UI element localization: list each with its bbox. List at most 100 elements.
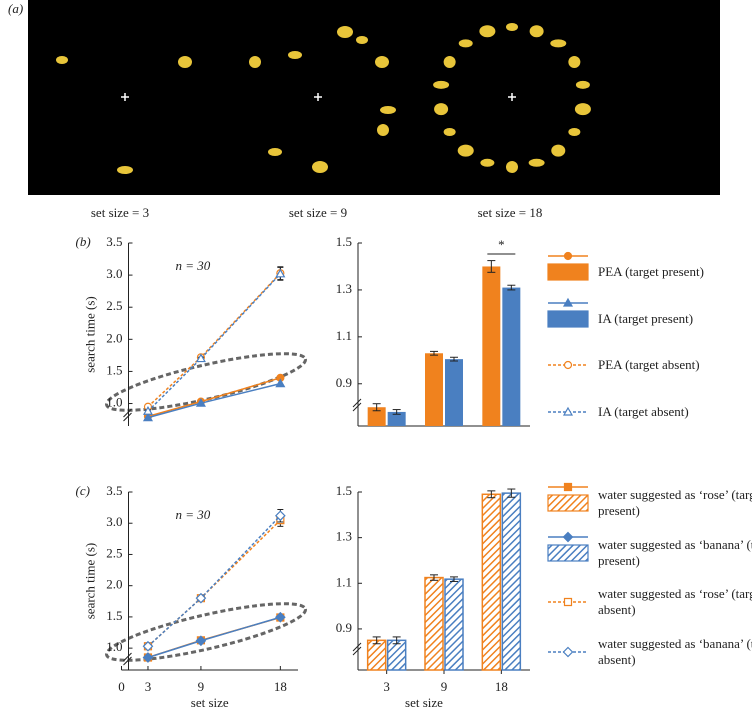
series bbox=[142, 508, 286, 652]
axis-break bbox=[123, 656, 132, 666]
object-icon bbox=[480, 158, 495, 167]
legend-icon bbox=[547, 482, 589, 512]
legend-label: IA (target absent) bbox=[598, 404, 689, 419]
y-tick-label: 1.1 bbox=[336, 328, 352, 343]
marker bbox=[142, 412, 154, 422]
bar bbox=[386, 639, 407, 671]
marker bbox=[562, 406, 574, 416]
object-icon bbox=[337, 26, 353, 38]
y-tick-label: 3.5 bbox=[106, 234, 122, 249]
object-icon bbox=[377, 124, 389, 136]
line bbox=[147, 272, 281, 408]
stimuli bbox=[56, 23, 591, 174]
annotation: n = 30 bbox=[176, 507, 211, 522]
panel-label: (b) bbox=[76, 234, 91, 249]
set-size-label: set size = 3 bbox=[91, 205, 149, 220]
marker bbox=[275, 611, 286, 623]
legend-label: PEA (target present) bbox=[598, 264, 704, 279]
y-tick-label: 2.0 bbox=[106, 330, 122, 345]
legend-label: PEA (target absent) bbox=[598, 357, 700, 372]
object-icon bbox=[312, 161, 328, 173]
legend-icon bbox=[548, 646, 588, 658]
object-icon bbox=[457, 144, 474, 157]
series bbox=[142, 378, 286, 422]
x-axis-label: set size bbox=[405, 695, 443, 710]
y-tick-label: 1.3 bbox=[336, 529, 352, 544]
y-tick-label: 0.9 bbox=[336, 375, 352, 390]
axis-break bbox=[123, 652, 132, 662]
y-axis-label: search time (s) bbox=[82, 296, 97, 373]
bar bbox=[366, 639, 387, 671]
marker bbox=[195, 592, 207, 604]
marker bbox=[142, 652, 154, 663]
object-icon bbox=[458, 39, 473, 48]
set-size-label: set size = 9 bbox=[289, 205, 347, 220]
y-tick-label: 1.0 bbox=[106, 639, 122, 654]
legend-icon bbox=[548, 406, 588, 416]
bar bbox=[445, 359, 463, 426]
panel-label: (c) bbox=[76, 483, 90, 498]
bar bbox=[481, 493, 502, 671]
marker bbox=[275, 378, 286, 388]
bar bbox=[502, 287, 521, 426]
marker bbox=[563, 597, 573, 607]
object-icon bbox=[479, 25, 496, 38]
bar bbox=[424, 576, 444, 671]
x-tick-label: 3 bbox=[383, 679, 390, 694]
legend-icon bbox=[548, 360, 588, 370]
legend-label: water suggested as ‘banana’ (target abse… bbox=[598, 636, 752, 667]
legend-icon bbox=[547, 531, 589, 562]
highlight-ellipse bbox=[105, 602, 307, 662]
series bbox=[142, 611, 286, 663]
legend-label: water suggested as ‘banana’ (target pres… bbox=[598, 537, 752, 568]
object-icon bbox=[443, 56, 456, 68]
y-tick-label: 1.1 bbox=[336, 574, 352, 589]
line bbox=[147, 273, 281, 412]
object-icon bbox=[433, 80, 450, 89]
legend-bar bbox=[547, 263, 589, 281]
bar bbox=[444, 578, 464, 671]
legend-label: water suggested as ‘rose’ (target presen… bbox=[598, 487, 752, 518]
bar bbox=[387, 411, 406, 426]
x-tick-label: 18 bbox=[274, 679, 287, 694]
bar bbox=[482, 266, 501, 426]
y-tick-label: 1.0 bbox=[106, 395, 122, 410]
series bbox=[143, 266, 285, 411]
object-icon bbox=[574, 103, 591, 116]
panel-label: (a) bbox=[8, 1, 23, 16]
legend-icon bbox=[547, 251, 589, 281]
y-tick-label: 3.0 bbox=[106, 514, 122, 529]
search-display bbox=[28, 0, 720, 195]
y-tick-label: 1.5 bbox=[336, 234, 352, 249]
line bbox=[147, 515, 281, 647]
object-icon bbox=[529, 25, 544, 38]
y-tick-label: 2.5 bbox=[106, 298, 122, 313]
axis-break bbox=[123, 412, 132, 422]
set-size-label: set size = 18 bbox=[478, 205, 543, 220]
legend-bar bbox=[547, 310, 589, 328]
legend-icon bbox=[547, 297, 589, 328]
object-icon bbox=[380, 106, 396, 114]
marker bbox=[563, 251, 573, 261]
highlight-ellipse bbox=[105, 352, 307, 412]
object-icon bbox=[117, 166, 133, 174]
bar bbox=[425, 353, 443, 426]
legend-bar bbox=[547, 494, 589, 512]
object-icon bbox=[375, 56, 389, 68]
object-icon bbox=[249, 56, 261, 68]
marker bbox=[195, 353, 206, 363]
legend-label: water suggested as ‘rose’ (target absent… bbox=[598, 586, 752, 617]
axis-break bbox=[123, 408, 132, 418]
axis-break bbox=[352, 402, 362, 412]
marker bbox=[275, 510, 286, 522]
y-axis-label: search time (s) bbox=[82, 543, 97, 620]
object-icon bbox=[550, 39, 567, 48]
object-icon bbox=[56, 56, 68, 64]
marker bbox=[562, 646, 574, 658]
object-icon bbox=[443, 128, 456, 136]
marker bbox=[563, 360, 573, 370]
significance-marker: * bbox=[498, 237, 505, 252]
object-icon bbox=[288, 51, 302, 59]
legend-icon bbox=[548, 597, 588, 607]
